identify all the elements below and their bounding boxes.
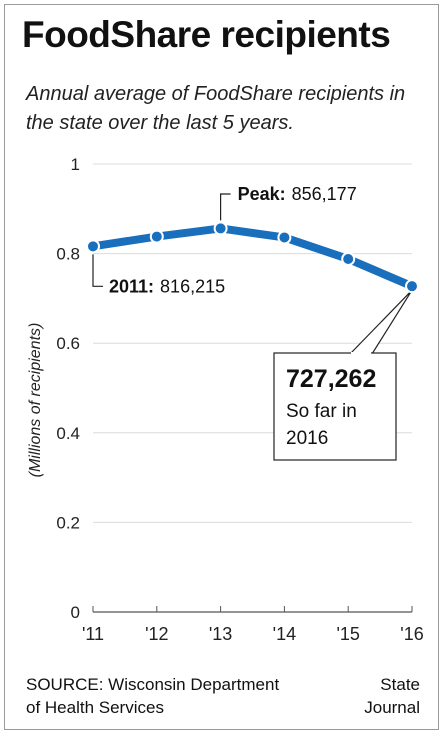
x-tick-label: '11 xyxy=(82,624,104,644)
line-chart: 0 0.2 0.4 0.6 0.8 1 '11 '12 '13 '14 '15 '16 (Milli… xyxy=(27,155,424,644)
callout-text-line-2: 2016 xyxy=(286,428,328,449)
chart-subtitle: Annual average of FoodShare recipients i… xyxy=(26,83,406,134)
credit-line-1: State xyxy=(380,675,420,694)
chart-title: FoodShare recipients xyxy=(22,14,391,55)
start-leader xyxy=(92,254,103,287)
start-annotation-label: 2011: xyxy=(109,276,154,296)
annotation-leaders xyxy=(92,193,413,355)
y-tick-labels: 0 0.2 0.4 0.6 0.8 1 xyxy=(56,155,80,622)
source-note: SOURCE: Wisconsin Department of Health S… xyxy=(26,673,316,719)
peak-annotation-label: Peak: xyxy=(238,184,286,204)
peak-annotation-value: 856,177 xyxy=(292,184,357,204)
x-tick-label: '16 xyxy=(400,624,423,644)
x-tick-label: '14 xyxy=(273,624,296,644)
peak-annotation: Peak: 856,177 xyxy=(238,184,357,204)
credit: State Journal xyxy=(340,673,420,719)
y-tick-label: 0.4 xyxy=(56,424,80,443)
data-point xyxy=(86,239,100,254)
source-line-1: SOURCE: Wisconsin Department xyxy=(26,675,280,694)
y-tick-label: 0 xyxy=(71,603,80,622)
y-tick-label: 0.8 xyxy=(56,245,80,264)
y-tick-label: 1 xyxy=(71,155,80,174)
y-tick-label: 0.2 xyxy=(56,513,80,532)
callout-box xyxy=(273,352,397,461)
data-point xyxy=(149,229,164,244)
peak-leader xyxy=(220,193,231,221)
source-line-2: of Health Services xyxy=(26,698,164,717)
data-point xyxy=(405,279,419,294)
data-points xyxy=(86,221,419,294)
x-axis: '11 '12 '13 '14 '15 '16 xyxy=(82,606,424,644)
data-point xyxy=(341,251,356,266)
y-axis-label: (Millions of recipients) xyxy=(27,323,44,478)
y-tick-label: 0.6 xyxy=(56,334,80,353)
start-annotation: 2011: 816,215 xyxy=(109,276,225,296)
callout-value: 727,262 xyxy=(286,365,376,393)
series-line xyxy=(89,224,416,291)
callout-pointer xyxy=(348,289,413,355)
x-tick-label: '12 xyxy=(145,624,168,644)
data-point xyxy=(277,230,292,245)
x-tick-label: '15 xyxy=(336,624,359,644)
credit-line-2: Journal xyxy=(364,698,420,717)
callout-text-line-1: So far in xyxy=(286,401,357,422)
annotations: 2011: 816,215 Peak: 856,177 727,262 So far in… xyxy=(109,184,397,461)
data-point xyxy=(213,221,228,236)
start-annotation-value: 816,215 xyxy=(160,276,225,296)
x-tick-label: '13 xyxy=(209,624,232,644)
